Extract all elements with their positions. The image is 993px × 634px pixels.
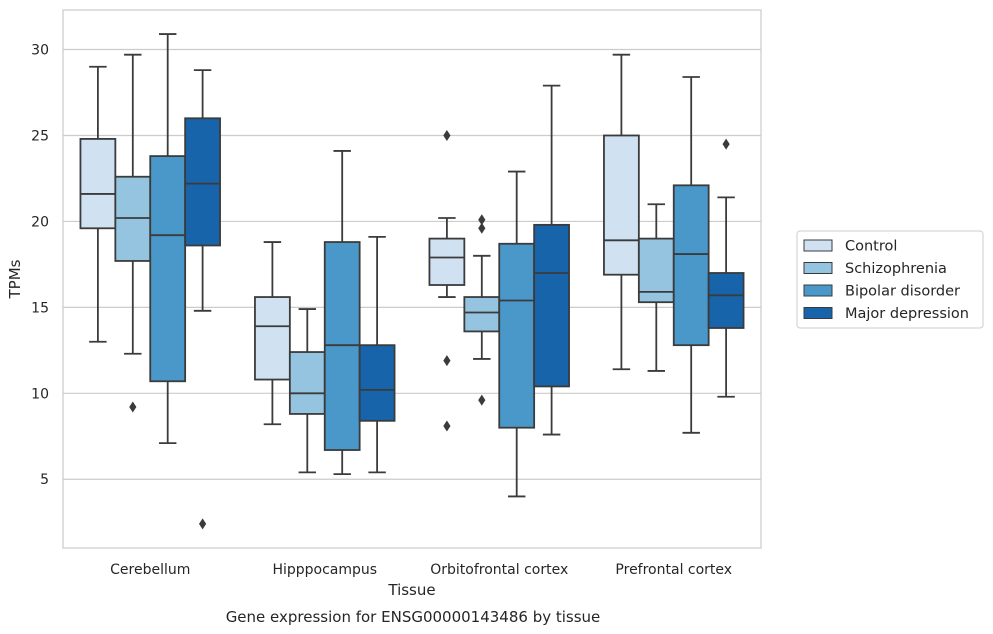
iqr-box bbox=[254, 296, 291, 381]
x-tick-label: Orbitofrontal cortex bbox=[430, 562, 568, 578]
box-0-1 bbox=[254, 241, 291, 426]
outlier-point bbox=[478, 394, 486, 406]
iqr-box bbox=[149, 155, 187, 383]
outlier-point bbox=[722, 138, 730, 150]
iqr-box bbox=[603, 134, 640, 276]
y-tick-label: 20 bbox=[31, 214, 49, 230]
y-tick-label: 30 bbox=[31, 43, 49, 59]
x-tick-label: Hipppocampus bbox=[272, 562, 377, 578]
legend-swatch bbox=[803, 307, 833, 319]
legend-swatch bbox=[803, 239, 833, 252]
legend-frame bbox=[796, 230, 984, 329]
legend-label: Major depression bbox=[845, 306, 969, 322]
x-tick-label: Cerebellum bbox=[110, 562, 190, 578]
legend: Control Schizophrenia Bipolar disorder Majo… bbox=[796, 230, 984, 329]
iqr-box bbox=[498, 242, 536, 429]
x-axis-label: Tissue bbox=[387, 581, 435, 599]
box-1-1 bbox=[288, 308, 326, 474]
box-1-2 bbox=[463, 214, 501, 406]
x-tick-label: Prefrontal cortex bbox=[615, 562, 732, 578]
box-2-3 bbox=[672, 76, 710, 434]
box-0-0 bbox=[79, 65, 117, 343]
iqr-box bbox=[463, 296, 501, 333]
box-0-2 bbox=[428, 129, 466, 432]
chart-caption: Gene expression for ENSG00000143486 by t… bbox=[226, 608, 601, 626]
legend-swatch bbox=[803, 284, 833, 297]
y-tick-labels: 5 10 15 20 25 30 bbox=[31, 43, 49, 489]
y-tick-label: 15 bbox=[31, 300, 49, 316]
box-3-1 bbox=[358, 235, 396, 474]
iqr-box bbox=[358, 344, 396, 422]
box-0-3 bbox=[603, 53, 640, 371]
outlier-point bbox=[443, 420, 451, 432]
legend-label: Control bbox=[845, 239, 897, 255]
outlier-point bbox=[478, 222, 486, 234]
outlier-point bbox=[199, 518, 207, 530]
y-tick-label: 25 bbox=[31, 128, 49, 144]
box-3-0 bbox=[184, 69, 221, 530]
x-tick-labels: Cerebellum Hipppocampus Orbitofrontal cort… bbox=[110, 562, 732, 578]
outlier-point bbox=[478, 214, 486, 226]
box-2-1 bbox=[323, 150, 361, 475]
iqr-box bbox=[79, 138, 117, 230]
iqr-box bbox=[533, 223, 570, 388]
box-2-0 bbox=[149, 33, 187, 445]
outlier-point bbox=[443, 129, 451, 141]
box-2-2 bbox=[498, 170, 536, 498]
plot-area-frame bbox=[62, 9, 762, 549]
boxes bbox=[79, 33, 745, 530]
legend-label: Schizophrenia bbox=[845, 261, 947, 277]
legend-swatch bbox=[803, 262, 833, 274]
box-1-0 bbox=[114, 53, 152, 413]
iqr-box bbox=[672, 184, 710, 347]
outlier-point bbox=[129, 401, 137, 413]
y-tick-label: 10 bbox=[31, 386, 49, 402]
y-axis-label: TPMs bbox=[6, 259, 24, 299]
box-3-3 bbox=[707, 138, 745, 398]
outlier-point bbox=[443, 355, 451, 367]
box-3-2 bbox=[533, 84, 570, 436]
legend-label: Bipolar disorder bbox=[845, 284, 960, 300]
y-tick-label: 5 bbox=[40, 472, 49, 488]
iqr-box bbox=[288, 351, 326, 415]
iqr-box bbox=[428, 237, 466, 286]
iqr-box bbox=[707, 272, 745, 329]
iqr-box bbox=[184, 117, 221, 247]
box-1-3 bbox=[637, 203, 675, 372]
